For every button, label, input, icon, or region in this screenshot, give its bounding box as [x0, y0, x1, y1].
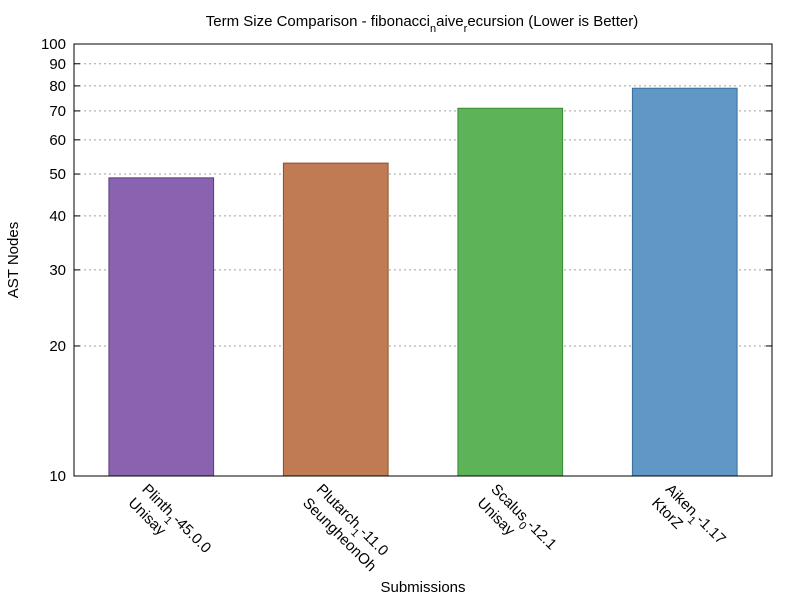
y-tick-label: 50 [49, 166, 66, 183]
chart-title: Term Size Comparison - fibonaccinaiverec… [206, 13, 638, 35]
x-tick-label: Aiken1-1.17KtorZ [648, 481, 729, 562]
y-tick-label: 60 [49, 132, 66, 149]
y-tick-label: 40 [49, 208, 66, 225]
bar [631, 87, 738, 477]
y-tick-label: 70 [49, 103, 66, 120]
bar [457, 107, 564, 477]
y-tick-label: 30 [49, 262, 66, 279]
x-tick-label: Scalus0-12.1Unisay [474, 481, 560, 567]
bar [108, 177, 215, 477]
bars [108, 87, 738, 477]
x-tick-label: Plinth1-45.0.0Unisay [125, 481, 215, 571]
x-tick-label: Plutarch1-11.0SeungheonOh [299, 481, 393, 575]
y-tick-labels: 10 20 30 40 50 60 70 80 90 100 [41, 36, 772, 485]
y-tick-label: 10 [49, 468, 66, 485]
y-tick-label: 100 [41, 36, 66, 53]
y-tick-label: 90 [49, 56, 66, 73]
bar [282, 162, 389, 477]
x-tick-labels: Plinth1-45.0.0Unisay Plutarch1-11.0Seungh… [125, 481, 729, 575]
plot-frame [73, 43, 773, 477]
y-tick-label: 80 [49, 78, 66, 95]
y-axis-title: AST Nodes [5, 222, 22, 298]
x-axis-title: Submissions [380, 579, 465, 596]
y-tick-label: 20 [49, 338, 66, 355]
